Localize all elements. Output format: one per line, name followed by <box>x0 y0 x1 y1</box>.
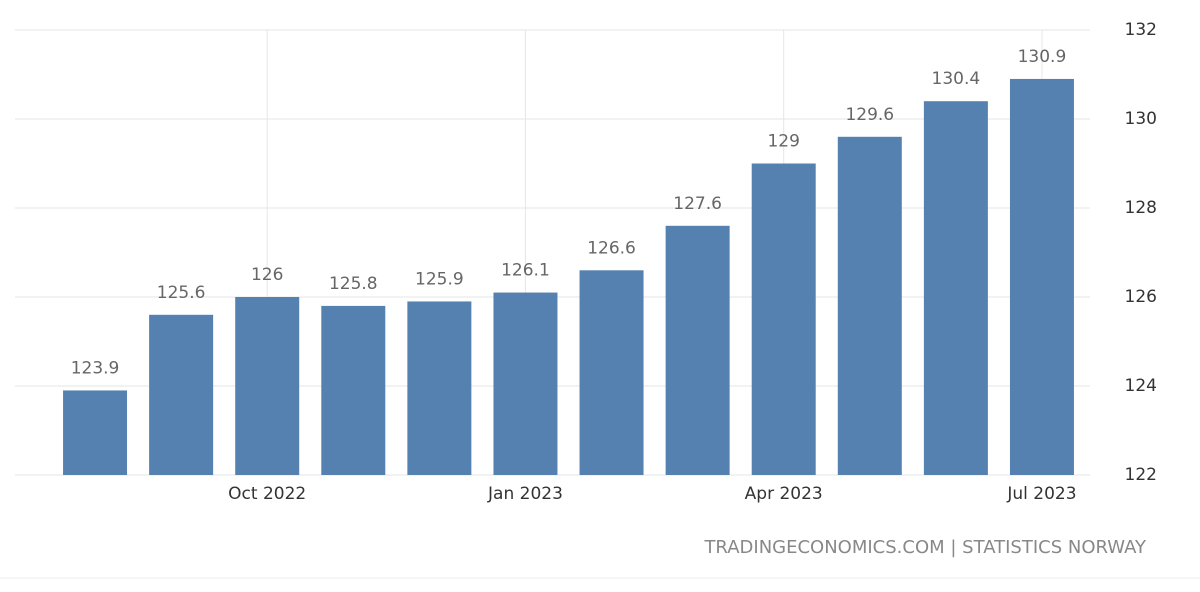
bar <box>149 314 214 475</box>
bar <box>63 390 128 475</box>
y-tick-label: 132 <box>1125 20 1157 40</box>
value-label: 129.6 <box>845 105 894 125</box>
y-tick-label: 126 <box>1125 287 1157 307</box>
source: TRADINGECONOMICS.COM | STATISTICS NORWAY <box>703 537 1147 558</box>
bar <box>235 297 300 475</box>
y-tick-label: 130 <box>1125 109 1157 129</box>
value-label: 125.6 <box>157 283 206 303</box>
value-label: 130.9 <box>1018 47 1067 67</box>
x-tick-label: Oct 2022 <box>228 484 306 504</box>
value-label: 126.1 <box>501 261 550 281</box>
bar <box>1009 78 1074 475</box>
value-label: 125.9 <box>415 269 464 289</box>
bar <box>579 270 644 475</box>
value-label: 125.8 <box>329 274 378 294</box>
y-tick-label: 122 <box>1125 465 1157 485</box>
value-label: 126.6 <box>587 238 636 258</box>
bar <box>493 292 558 475</box>
value-label: 127.6 <box>673 194 722 214</box>
x-tick-label: Jan 2023 <box>487 484 563 504</box>
y-tick-label: 124 <box>1125 376 1157 396</box>
bar <box>407 301 472 475</box>
value-label: 126 <box>251 265 283 285</box>
bar <box>665 225 730 475</box>
x-tick-label: Apr 2023 <box>745 484 823 504</box>
value-label: 130.4 <box>932 69 981 89</box>
y-tick-label: 128 <box>1125 198 1157 218</box>
bar <box>321 305 386 475</box>
value-label: 123.9 <box>71 358 120 378</box>
value-label: 129 <box>767 132 799 152</box>
x-tick-label: Jul 2023 <box>1006 484 1076 504</box>
bar <box>837 136 902 476</box>
bar <box>751 163 816 475</box>
bar <box>923 101 988 475</box>
